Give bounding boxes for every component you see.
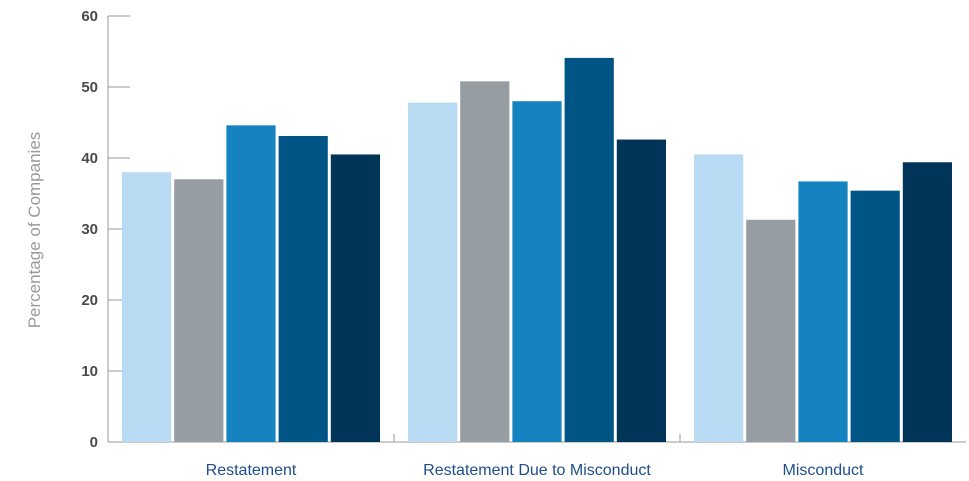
bar <box>564 57 614 442</box>
bars <box>122 57 952 443</box>
y-tick-label: 60 <box>81 8 98 25</box>
y-axis: 0 10 20 30 40 50 60 <box>81 8 130 451</box>
bar <box>902 162 952 442</box>
bar <box>226 125 276 442</box>
y-tick-label: 10 <box>81 363 98 380</box>
bar <box>694 154 744 442</box>
bar <box>746 219 796 442</box>
bar <box>850 190 900 442</box>
bar <box>512 101 562 442</box>
bar <box>122 172 172 442</box>
category-label: Restatement Due to Misconduct <box>423 462 651 479</box>
y-tick-label: 40 <box>81 150 98 167</box>
category-labels: Restatement Restatement Due to Misconduct… <box>206 462 864 479</box>
bar <box>460 81 510 442</box>
y-tick-label: 30 <box>81 221 98 238</box>
bar <box>278 135 328 443</box>
y-tick-label: 50 <box>81 79 98 96</box>
bar <box>330 154 380 442</box>
bar <box>616 139 666 443</box>
category-label: Misconduct <box>783 462 864 479</box>
y-tick-label: 20 <box>81 292 98 309</box>
y-axis-title: Percentage of Companies <box>25 132 44 329</box>
bar <box>174 179 224 443</box>
y-tick-label: 0 <box>90 434 98 451</box>
bar <box>408 102 458 443</box>
bar <box>798 181 848 442</box>
category-label: Restatement <box>206 462 297 479</box>
